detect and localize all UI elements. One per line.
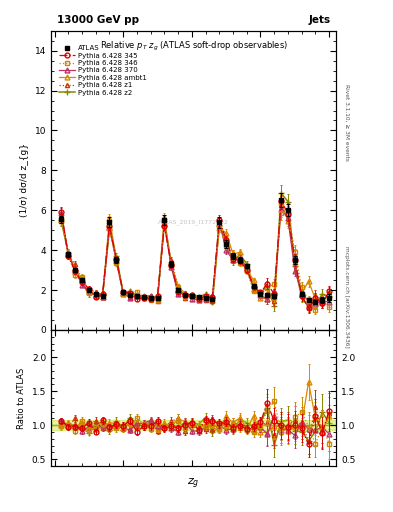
Text: Jets: Jets [308,15,330,25]
Text: Rivet 3.1.10, ≥ 3M events: Rivet 3.1.10, ≥ 3M events [344,84,349,161]
Text: Relative $p_T$ $z_g$ (ATLAS soft-drop observables): Relative $p_T$ $z_g$ (ATLAS soft-drop ob… [99,40,288,53]
Text: ATLAS_2019_I1772062: ATLAS_2019_I1772062 [158,219,229,225]
Text: 13000 GeV pp: 13000 GeV pp [57,15,139,25]
X-axis label: $z_g$: $z_g$ [187,476,200,490]
Legend: ATLAS, Pythia 6.428 345, Pythia 6.428 346, Pythia 6.428 370, Pythia 6.428 ambt1,: ATLAS, Pythia 6.428 345, Pythia 6.428 34… [57,43,149,98]
Text: mcplots.cern.ch [arXiv:1306.3436]: mcplots.cern.ch [arXiv:1306.3436] [344,246,349,348]
Y-axis label: (1/σ) dσ/d z_{g}: (1/σ) dσ/d z_{g} [20,143,29,217]
Y-axis label: Ratio to ATLAS: Ratio to ATLAS [17,367,26,429]
